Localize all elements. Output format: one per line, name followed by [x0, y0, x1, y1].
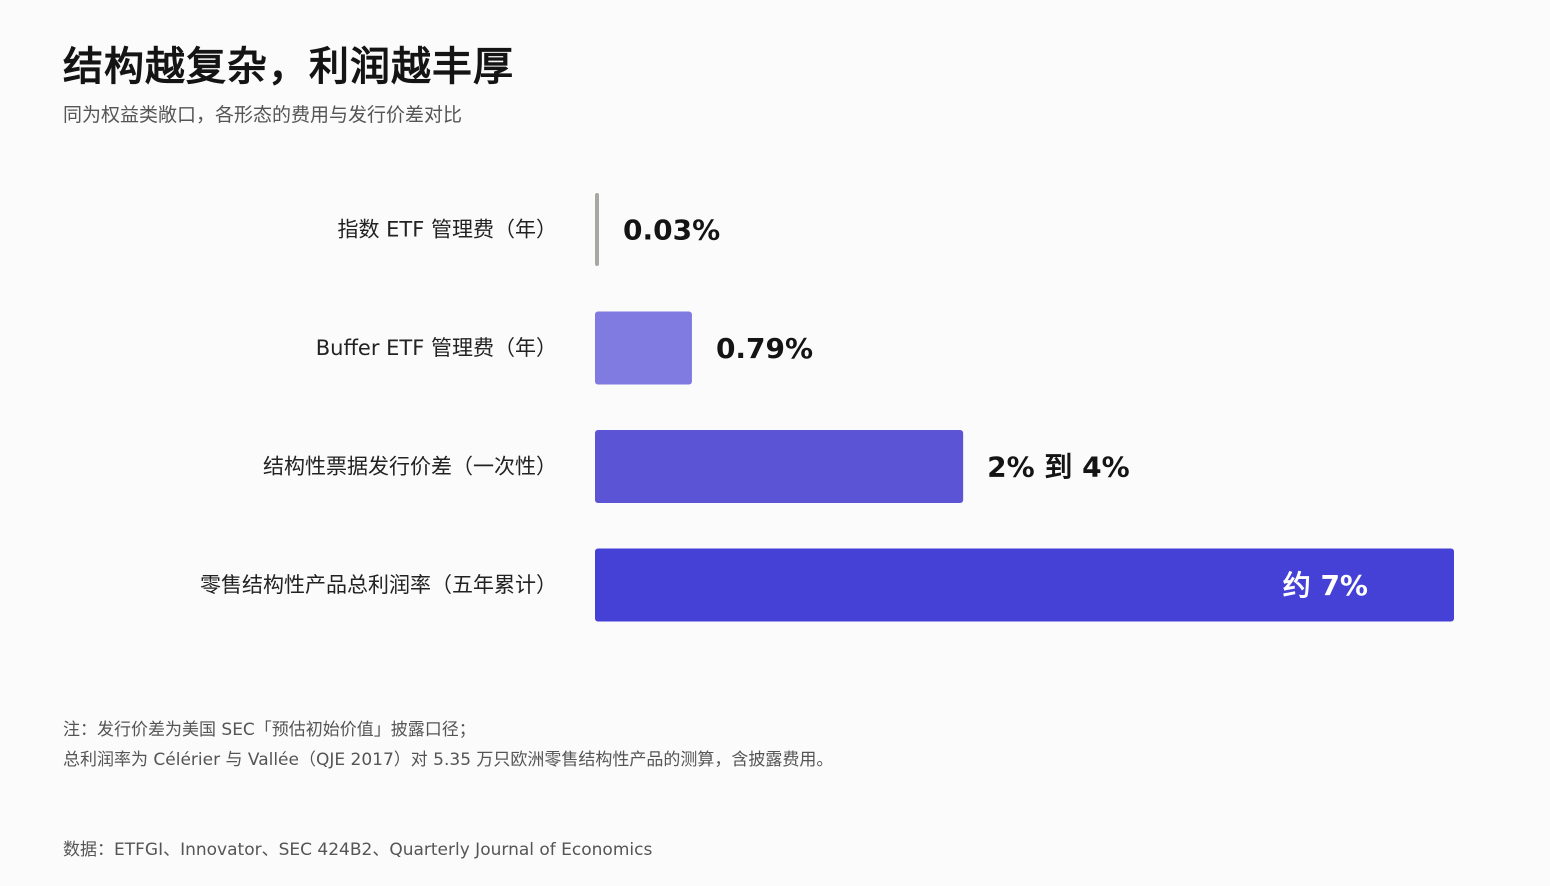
chart-title: 结构越复杂，利润越丰厚: [63, 44, 514, 90]
bar-4: [595, 548, 1454, 622]
value-label-3: 2% 到 4%: [987, 451, 1130, 484]
value-label-2: 0.79%: [716, 332, 813, 365]
category-label-3: 结构性票据发行价差（一次性）: [263, 455, 557, 479]
footnote-line-2: 总利润率为 Célérier 与 Vallée（QJE 2017）对 5.35 …: [63, 750, 834, 770]
bar-3: [595, 430, 964, 503]
category-label-2: Buffer ETF 管理费（年）: [316, 336, 557, 360]
value-label-1: 0.03%: [623, 214, 720, 247]
chart-subtitle: 同为权益类敞口，各形态的费用与发行价差对比: [63, 104, 463, 126]
bar-2: [595, 311, 692, 385]
footnote-line-1: 注：发行价差为美国 SEC「预估初始价值」披露口径；: [63, 720, 476, 740]
value-label-4: 约 7%: [1283, 569, 1368, 602]
category-label-1: 指数 ETF 管理费（年）: [337, 218, 557, 242]
data-source: 数据：ETFGI、Innovator、SEC 424B2、Quarterly J…: [63, 840, 653, 860]
bar-1: [595, 193, 599, 266]
category-label-4: 零售结构性产品总利润率（五年累计）: [200, 573, 557, 597]
